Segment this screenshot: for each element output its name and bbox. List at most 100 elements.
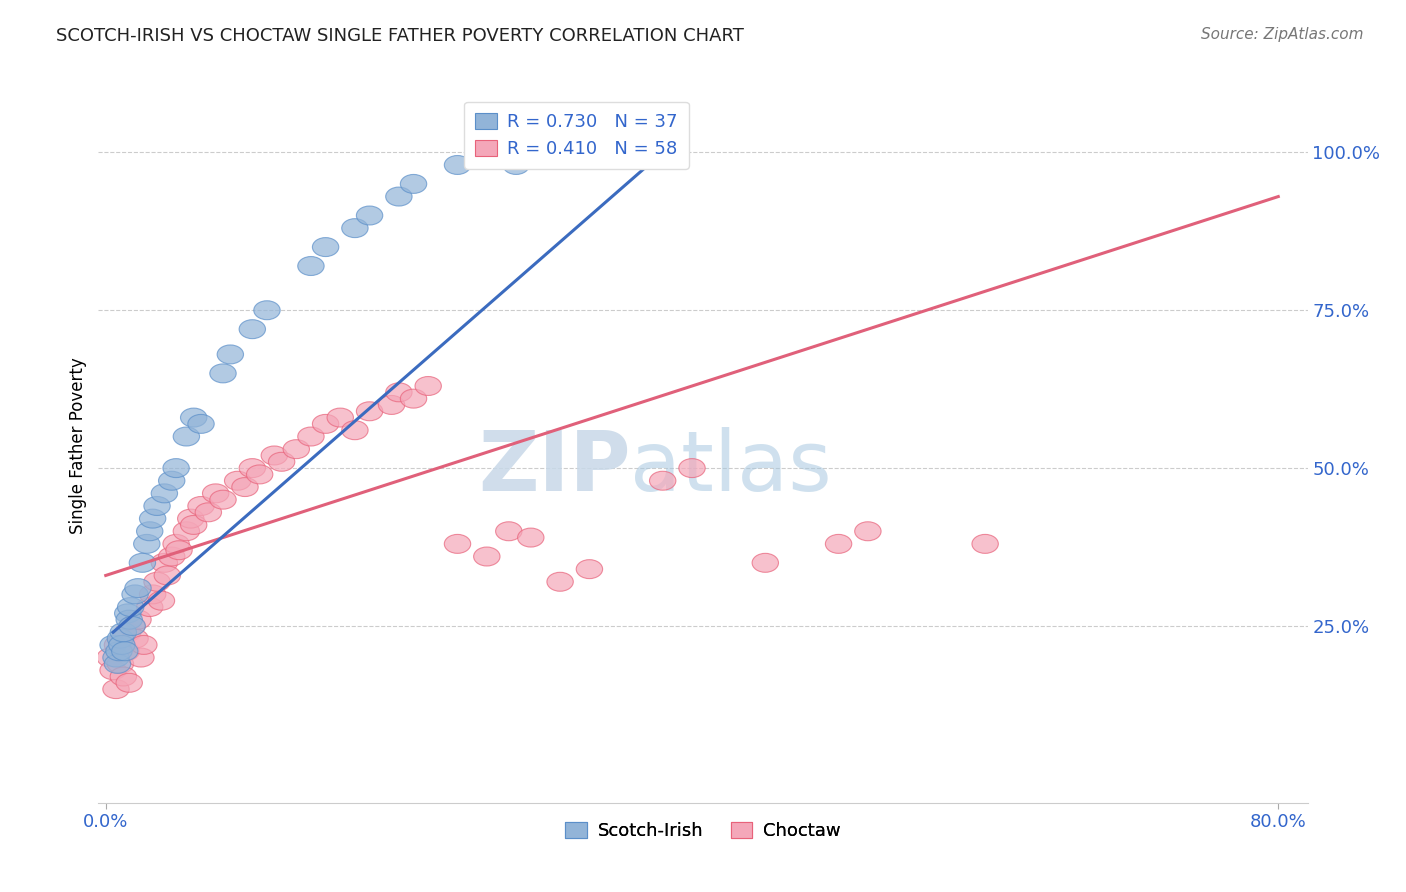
Ellipse shape (503, 155, 529, 175)
Ellipse shape (136, 598, 163, 616)
Ellipse shape (262, 446, 287, 465)
Ellipse shape (104, 635, 131, 655)
Ellipse shape (134, 534, 160, 553)
Ellipse shape (107, 629, 134, 648)
Ellipse shape (195, 503, 222, 522)
Ellipse shape (342, 219, 368, 237)
Ellipse shape (122, 585, 148, 604)
Ellipse shape (269, 452, 295, 471)
Ellipse shape (217, 345, 243, 364)
Ellipse shape (180, 516, 207, 534)
Y-axis label: Single Father Poverty: Single Father Poverty (69, 358, 87, 534)
Ellipse shape (159, 471, 186, 491)
Ellipse shape (122, 629, 148, 648)
Ellipse shape (163, 458, 190, 477)
Ellipse shape (166, 541, 193, 559)
Ellipse shape (401, 175, 427, 194)
Text: atlas: atlas (630, 427, 832, 508)
Ellipse shape (112, 641, 139, 661)
Ellipse shape (239, 458, 266, 477)
Ellipse shape (444, 155, 471, 175)
Ellipse shape (128, 648, 155, 667)
Ellipse shape (155, 566, 180, 585)
Ellipse shape (118, 598, 143, 616)
Ellipse shape (385, 187, 412, 206)
Text: ZIP: ZIP (478, 427, 630, 508)
Ellipse shape (209, 364, 236, 383)
Ellipse shape (679, 458, 706, 477)
Ellipse shape (415, 376, 441, 395)
Ellipse shape (120, 616, 145, 635)
Ellipse shape (188, 497, 214, 516)
Ellipse shape (752, 553, 779, 573)
Ellipse shape (108, 635, 135, 655)
Ellipse shape (312, 415, 339, 434)
Ellipse shape (125, 610, 152, 629)
Ellipse shape (401, 389, 427, 409)
Ellipse shape (143, 497, 170, 516)
Ellipse shape (517, 528, 544, 547)
Ellipse shape (103, 648, 129, 667)
Ellipse shape (97, 648, 124, 667)
Text: Source: ZipAtlas.com: Source: ZipAtlas.com (1201, 27, 1364, 42)
Ellipse shape (356, 206, 382, 225)
Ellipse shape (180, 409, 207, 427)
Ellipse shape (825, 534, 852, 553)
Ellipse shape (111, 641, 138, 661)
Ellipse shape (143, 573, 170, 591)
Ellipse shape (104, 655, 131, 673)
Ellipse shape (576, 559, 603, 579)
Ellipse shape (209, 491, 236, 509)
Ellipse shape (495, 522, 522, 541)
Ellipse shape (100, 661, 127, 680)
Ellipse shape (444, 534, 471, 553)
Ellipse shape (232, 477, 259, 497)
Ellipse shape (173, 522, 200, 541)
Ellipse shape (855, 522, 882, 541)
Ellipse shape (356, 401, 382, 421)
Ellipse shape (650, 471, 676, 491)
Ellipse shape (253, 301, 280, 319)
Ellipse shape (131, 635, 157, 655)
Ellipse shape (152, 483, 177, 503)
Ellipse shape (100, 635, 127, 655)
Ellipse shape (163, 534, 190, 553)
Ellipse shape (378, 395, 405, 415)
Ellipse shape (972, 534, 998, 553)
Ellipse shape (225, 471, 250, 491)
Ellipse shape (246, 465, 273, 483)
Ellipse shape (312, 237, 339, 257)
Ellipse shape (139, 585, 166, 604)
Ellipse shape (114, 604, 141, 623)
Ellipse shape (125, 579, 152, 598)
Ellipse shape (173, 427, 200, 446)
Ellipse shape (202, 483, 229, 503)
Ellipse shape (117, 673, 142, 692)
Ellipse shape (110, 667, 136, 686)
Ellipse shape (188, 415, 214, 434)
Ellipse shape (103, 680, 129, 698)
Ellipse shape (283, 440, 309, 458)
Ellipse shape (159, 547, 186, 566)
Ellipse shape (117, 610, 142, 629)
Ellipse shape (152, 553, 177, 573)
Ellipse shape (107, 655, 134, 673)
Ellipse shape (136, 522, 163, 541)
Ellipse shape (120, 616, 145, 635)
Ellipse shape (148, 591, 174, 610)
Ellipse shape (298, 427, 325, 446)
Ellipse shape (239, 319, 266, 339)
Ellipse shape (547, 573, 574, 591)
Ellipse shape (105, 641, 132, 661)
Ellipse shape (110, 623, 136, 641)
Ellipse shape (129, 553, 156, 573)
Ellipse shape (328, 409, 353, 427)
Ellipse shape (474, 547, 501, 566)
Ellipse shape (298, 257, 325, 276)
Ellipse shape (177, 509, 204, 528)
Ellipse shape (114, 623, 141, 641)
Ellipse shape (342, 421, 368, 440)
Ellipse shape (385, 383, 412, 401)
Text: SCOTCH-IRISH VS CHOCTAW SINGLE FATHER POVERTY CORRELATION CHART: SCOTCH-IRISH VS CHOCTAW SINGLE FATHER PO… (56, 27, 744, 45)
Ellipse shape (139, 509, 166, 528)
